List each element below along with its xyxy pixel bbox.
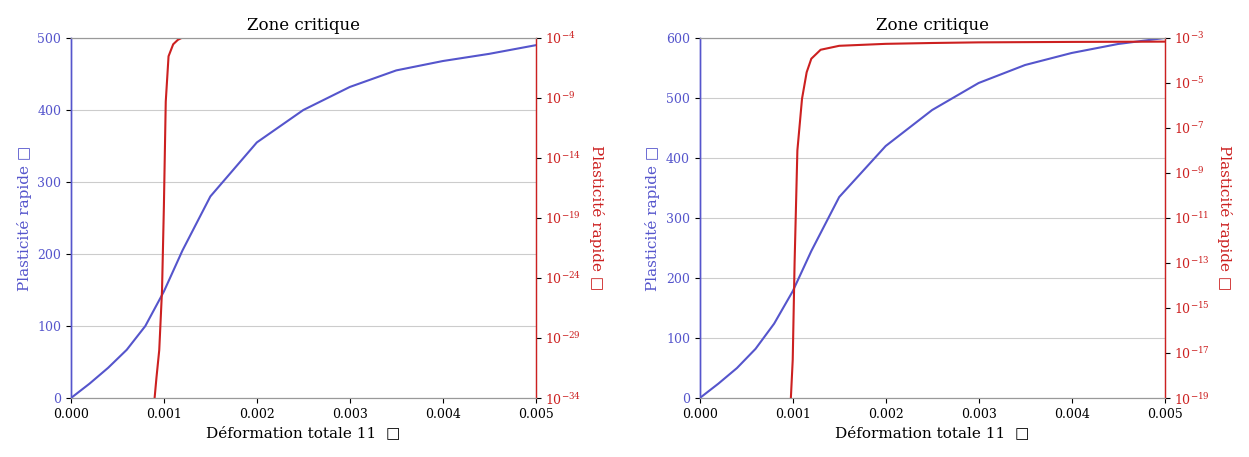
Y-axis label: Plasticité rapide □: Plasticité rapide □ bbox=[16, 145, 31, 291]
X-axis label: Déformation totale 11  □: Déformation totale 11 □ bbox=[836, 426, 1029, 441]
Title: Zone critique: Zone critique bbox=[876, 16, 989, 34]
Y-axis label: Plasticité rapide □: Plasticité rapide □ bbox=[646, 145, 661, 291]
Y-axis label: Plasticité rapide □: Plasticité rapide □ bbox=[588, 145, 603, 291]
X-axis label: Déformation totale 11  □: Déformation totale 11 □ bbox=[206, 426, 401, 441]
Title: Zone critique: Zone critique bbox=[247, 16, 360, 34]
Y-axis label: Plasticité rapide □: Plasticité rapide □ bbox=[1218, 145, 1233, 291]
